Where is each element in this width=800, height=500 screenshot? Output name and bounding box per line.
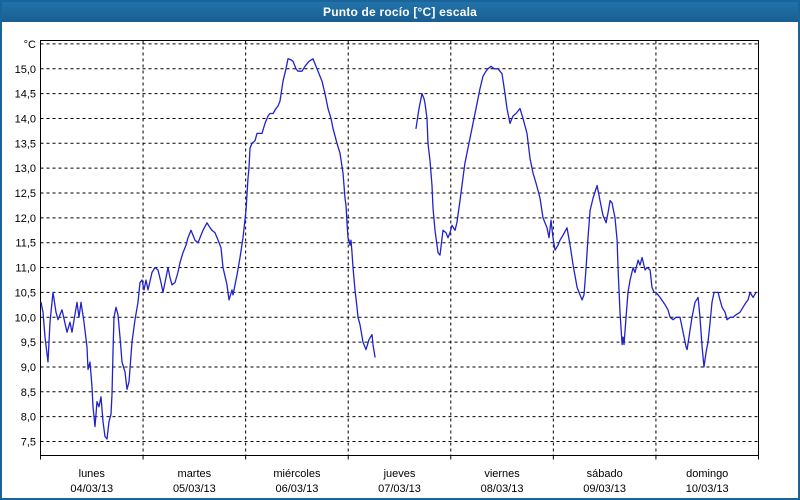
y-unit-label: °C — [24, 39, 36, 51]
y-tick-label: 7,5 — [21, 437, 36, 449]
y-tick-label: 11,0 — [15, 263, 36, 275]
title-bar: Punto de rocío [°C] escala — [2, 2, 798, 22]
dewpoint-line-segment — [40, 58, 376, 440]
y-tick-label: 13,5 — [15, 138, 36, 150]
day-date-label: 08/03/13 — [481, 483, 524, 495]
y-tick-label: 14,5 — [15, 89, 36, 101]
dewpoint-line-segment — [415, 65, 757, 368]
day-name-label: jueves — [383, 468, 416, 480]
y-tick-label: 15,0 — [15, 64, 36, 76]
y-tick-label: 8,0 — [21, 412, 36, 424]
day-date-label: 10/03/13 — [686, 483, 729, 495]
y-tick-label: 10,0 — [15, 312, 36, 324]
window-title: Punto de rocío [°C] escala — [322, 5, 478, 19]
plot-border — [40, 40, 759, 456]
y-tick-label: 13,0 — [15, 163, 36, 175]
day-date-label: 07/03/13 — [378, 483, 421, 495]
day-name-label: domingo — [686, 468, 728, 480]
day-name-label: martes — [178, 468, 212, 480]
y-tick-label: 12,0 — [15, 213, 36, 225]
day-date-label: 06/03/13 — [276, 483, 319, 495]
day-name-label: lunes — [79, 468, 106, 480]
day-name-label: miércoles — [273, 468, 321, 480]
y-tick-label: 9,5 — [21, 337, 36, 349]
day-date-label: 04/03/13 — [70, 483, 113, 495]
y-tick-label: 11,5 — [15, 238, 36, 250]
day-date-label: 05/03/13 — [173, 483, 216, 495]
day-date-label: 09/03/13 — [583, 483, 626, 495]
day-name-label: sábado — [587, 468, 623, 480]
y-tick-label: 9,0 — [21, 362, 36, 374]
y-tick-label: 14,0 — [15, 113, 36, 125]
y-tick-label: 10,5 — [15, 287, 36, 299]
y-tick-label: 12,5 — [15, 188, 36, 200]
day-name-label: viernes — [484, 468, 520, 480]
y-tick-label: 8,5 — [21, 387, 36, 399]
